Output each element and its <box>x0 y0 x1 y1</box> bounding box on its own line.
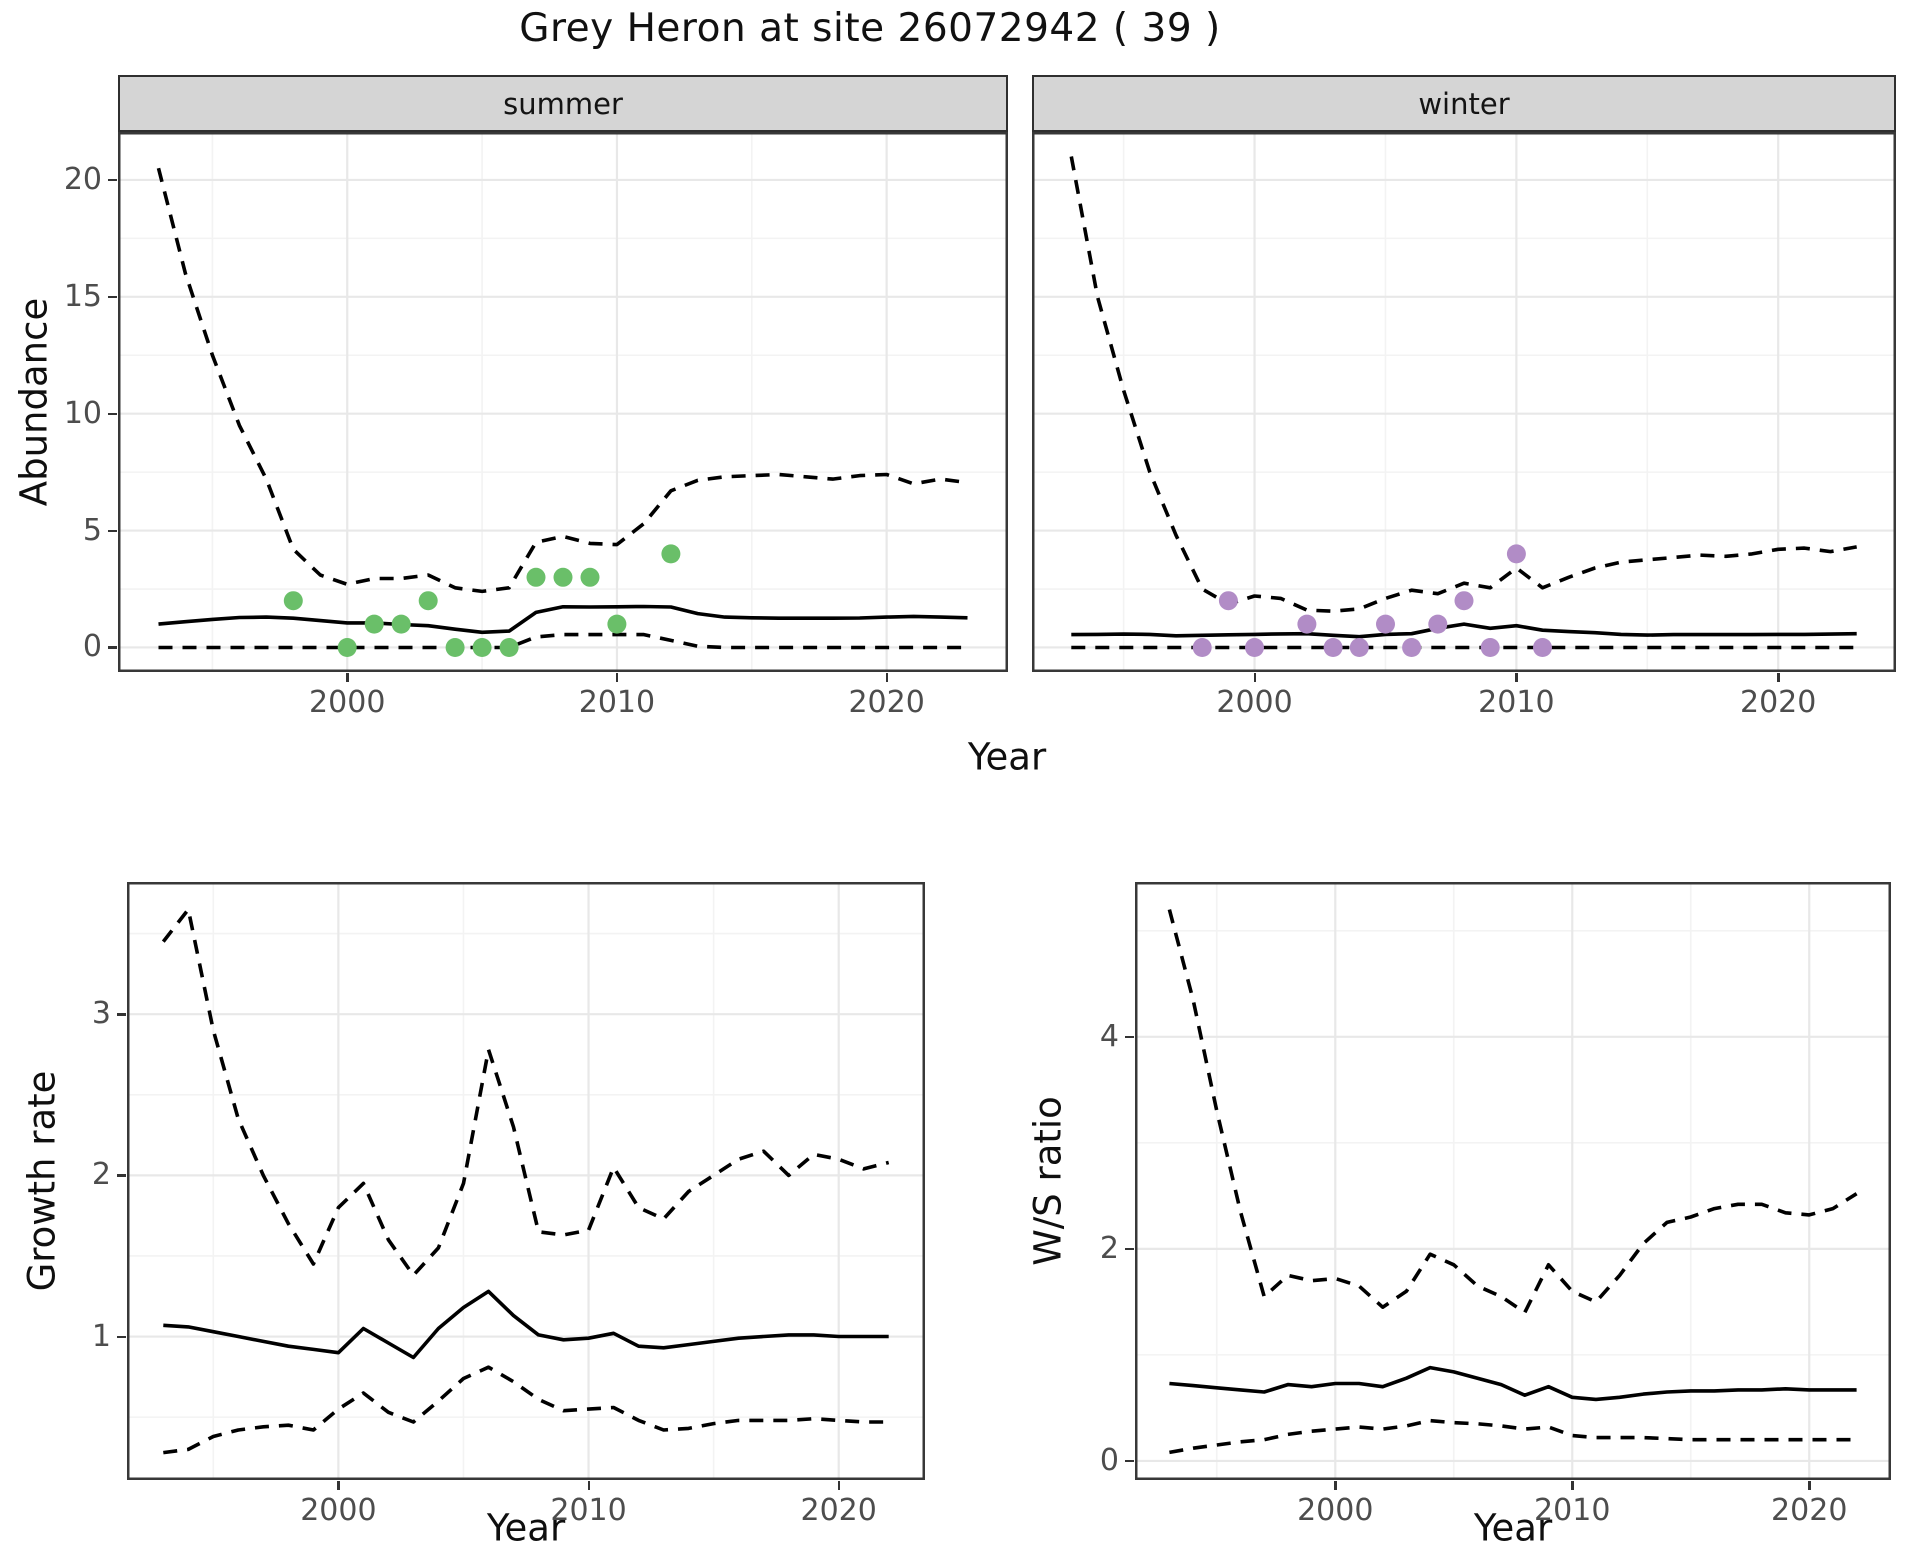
x-tick-label: 2020 <box>848 685 925 720</box>
y-tick-label: 5 <box>82 512 102 548</box>
y-tick-mark <box>108 412 117 416</box>
x-tick-mark <box>1571 1481 1574 1490</box>
y-tick-label: 4 <box>1099 1018 1119 1054</box>
x-tick-label: 2000 <box>1216 685 1293 720</box>
x-tick-mark <box>1253 673 1257 682</box>
y-tick-label: 2 <box>1099 1230 1119 1266</box>
y-tick-label: 0 <box>82 629 102 665</box>
y-tick-mark <box>108 295 117 299</box>
y-tick-mark <box>117 1335 126 1339</box>
panel-growth-rate <box>127 882 925 1480</box>
x-tick-mark <box>885 673 889 682</box>
x-tick-mark <box>1515 673 1518 682</box>
panel-ws-ratio <box>1135 882 1891 1480</box>
x-tick-label: 2020 <box>800 1493 877 1528</box>
plot-title: Grey Heron at site 26072942 ( 39 ) <box>519 6 1221 51</box>
x-axis-title-top: Year <box>967 735 1047 779</box>
x-tick-label: 2000 <box>1297 1493 1374 1528</box>
x-tick-label: 2020 <box>1739 685 1817 720</box>
y-tick-label: 15 <box>63 278 102 314</box>
y-tick-mark <box>108 178 117 182</box>
facet-strip-summer-label: summer <box>503 86 623 121</box>
x-tick-mark <box>615 673 619 682</box>
x-tick-mark <box>346 673 349 682</box>
y-tick-label: 0 <box>1099 1442 1119 1478</box>
panel-abundance-winter <box>1032 132 1896 672</box>
x-tick-label: 2000 <box>300 1493 377 1528</box>
x-tick-label: 2010 <box>1534 1493 1611 1528</box>
facet-strip-winter-label: winter <box>1418 86 1510 121</box>
y-tick-mark <box>1125 1459 1134 1463</box>
facet-strip-winter: winter <box>1032 75 1896 132</box>
facet-strip-summer: summer <box>118 75 1008 132</box>
y-tick-label: 20 <box>63 161 102 197</box>
x-tick-mark <box>1808 1481 1811 1490</box>
y-tick-mark <box>1125 1035 1134 1039</box>
x-tick-mark <box>1777 673 1780 682</box>
y-tick-label: 1 <box>91 1318 111 1354</box>
y-tick-label: 2 <box>91 1157 111 1193</box>
y-tick-mark <box>117 1013 126 1016</box>
panel-abundance-summer <box>118 132 1008 672</box>
x-tick-mark <box>1334 1481 1337 1490</box>
x-axis-title-growth-rate: Year <box>486 1506 566 1550</box>
y-tick-label: 3 <box>91 996 111 1032</box>
y-tick-mark <box>108 646 117 649</box>
x-tick-label: 2010 <box>578 685 656 720</box>
x-tick-mark <box>337 1481 340 1490</box>
x-tick-label: 2010 <box>550 1493 627 1528</box>
x-tick-label: 2010 <box>1478 685 1555 720</box>
y-tick-label: 10 <box>63 395 102 431</box>
y-tick-mark <box>1125 1247 1134 1251</box>
x-axis-title-ws-ratio: Year <box>1473 1506 1553 1550</box>
y-tick-mark <box>117 1174 126 1177</box>
x-tick-mark <box>837 1481 841 1490</box>
x-tick-label: 2000 <box>309 685 386 720</box>
x-tick-mark <box>587 1481 591 1490</box>
x-tick-label: 2020 <box>1771 1493 1848 1528</box>
y-tick-mark <box>108 529 117 533</box>
